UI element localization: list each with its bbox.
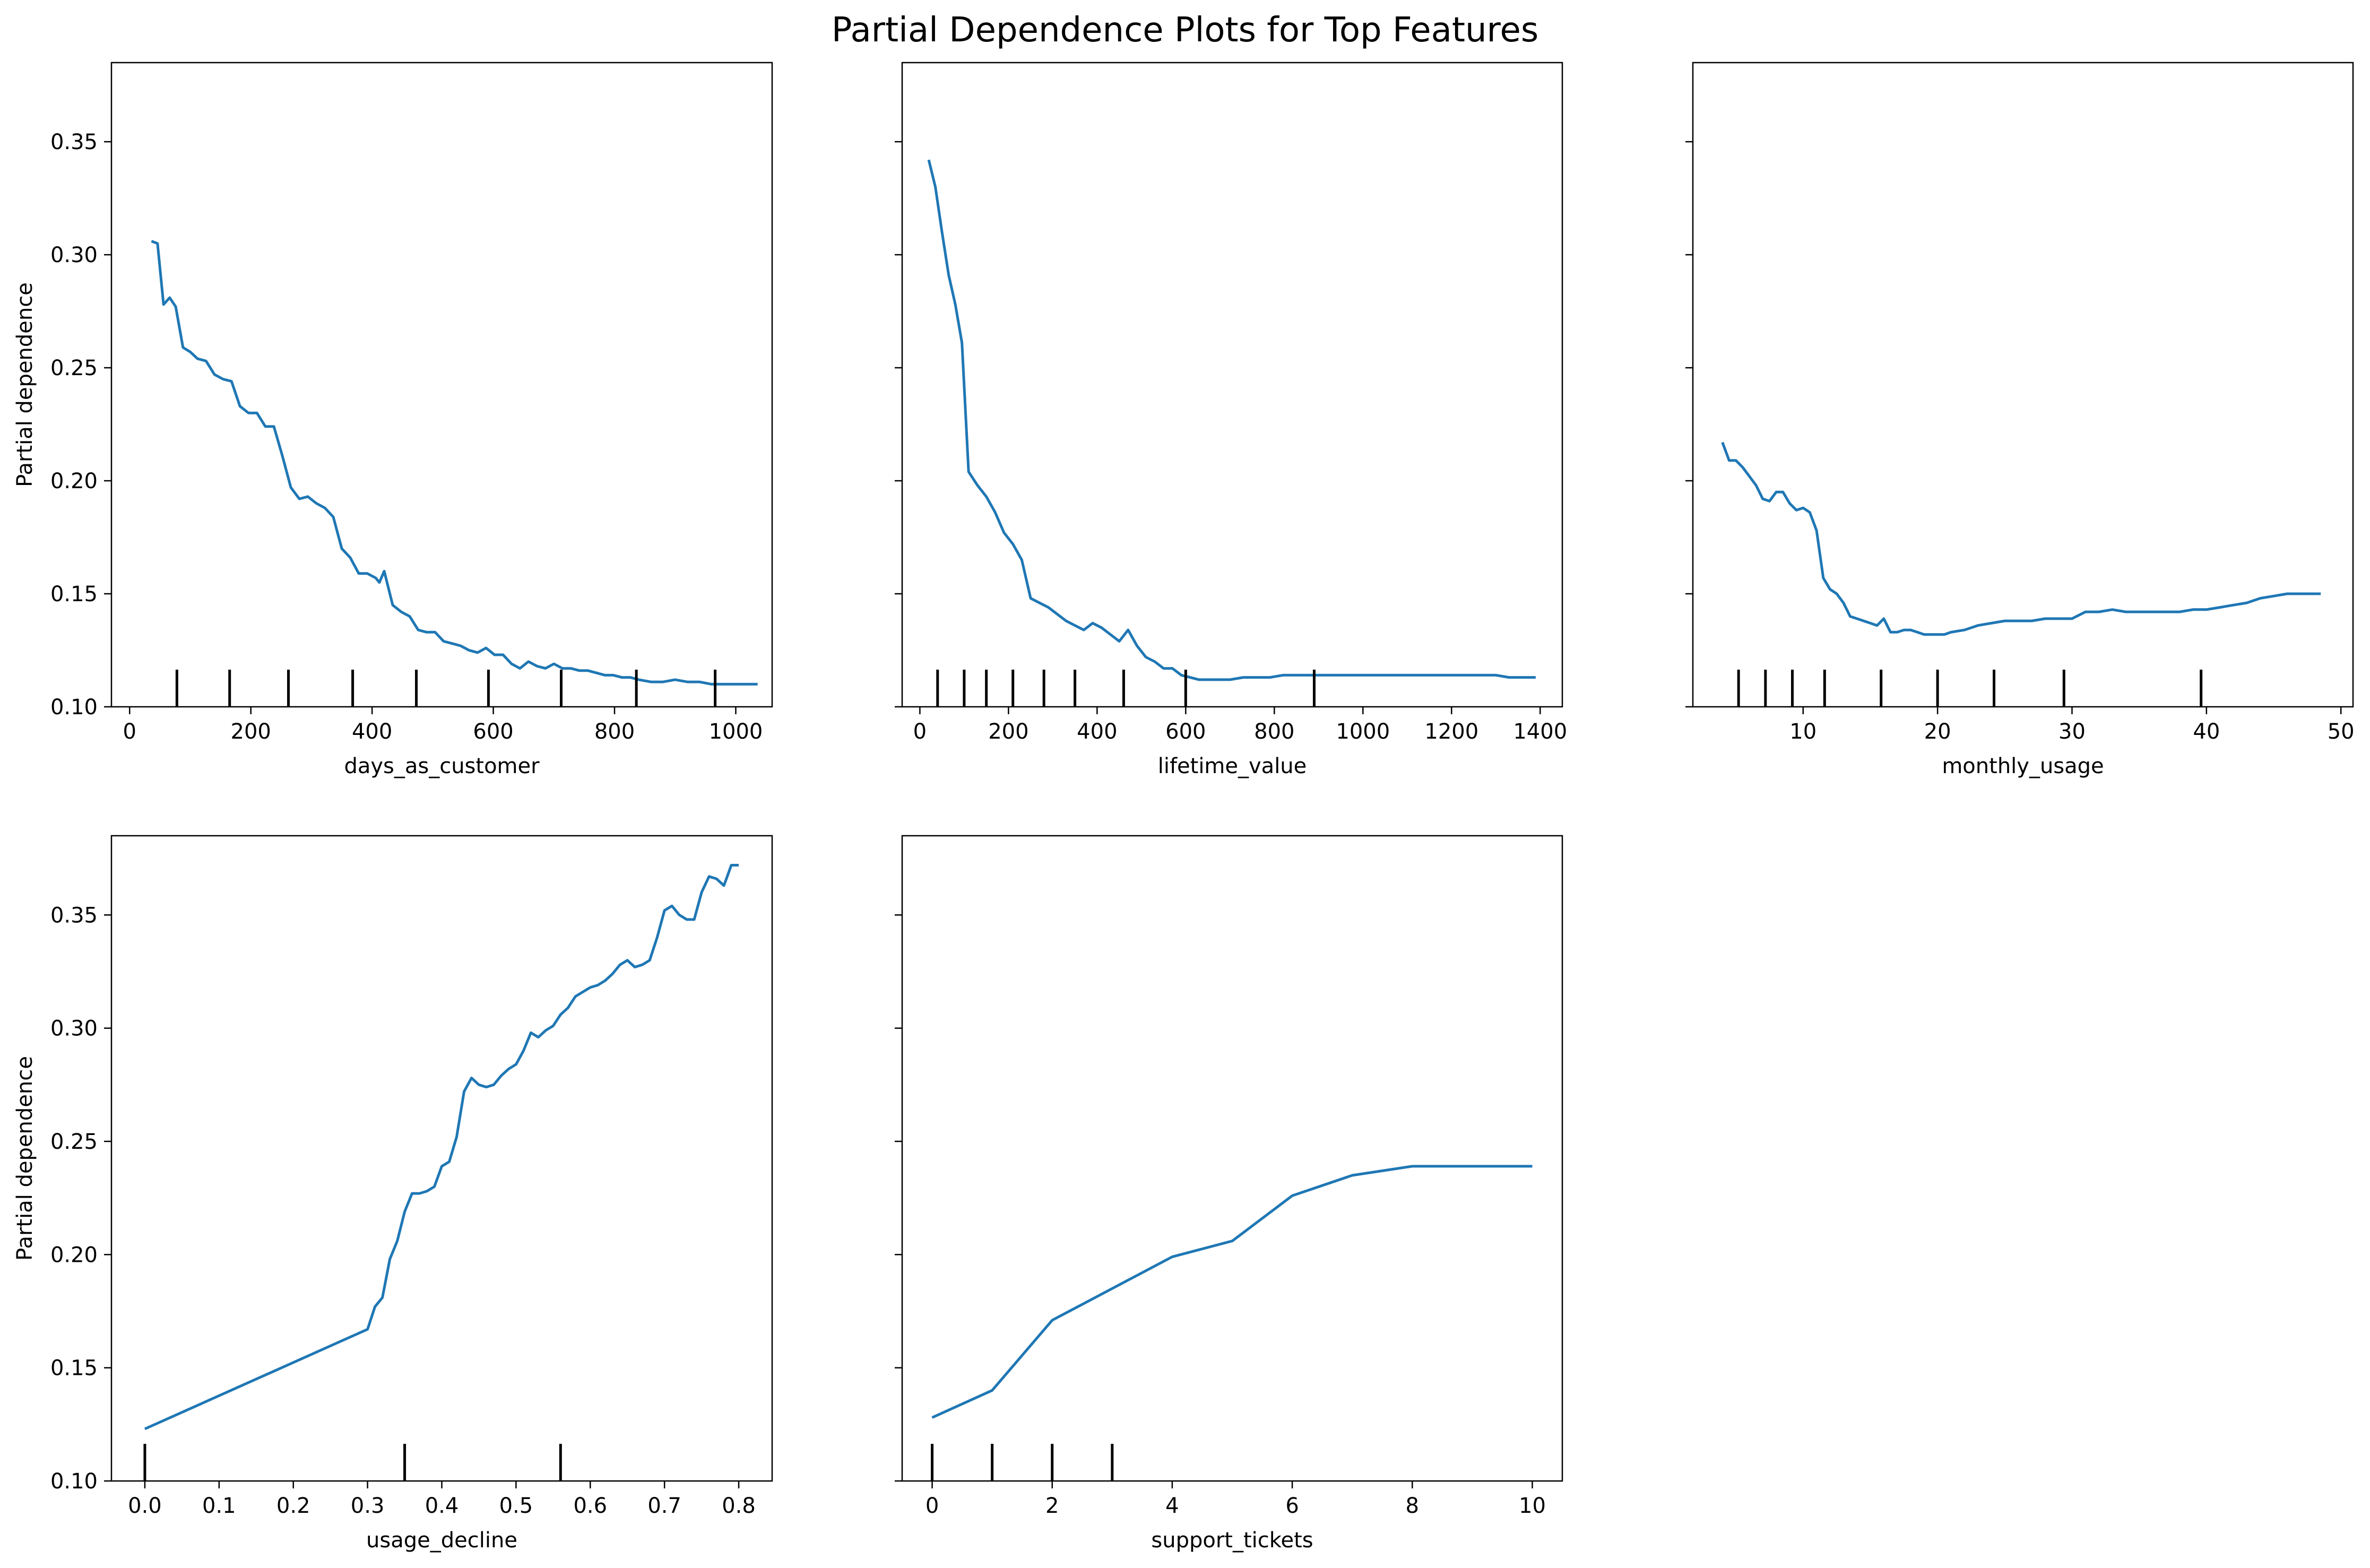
y-tick-label: 0.25 (50, 356, 98, 380)
x-tick-label: 0.0 (128, 1494, 162, 1518)
axes-frame (901, 62, 1563, 708)
x-axis-label: usage_decline (366, 1528, 517, 1553)
x-tick-label: 1400 (1513, 720, 1567, 744)
x-tick-label: 30 (2058, 720, 2086, 744)
y-axis-label: Partial dependence (13, 1056, 37, 1261)
y-tick-label: 0.10 (50, 695, 98, 720)
plot-panel-4: 0.0 0.1 0.2 0.3 0.4 0.5 0.6 0.7 0.8 0.10 0.15 0.20 0… (13, 835, 773, 1553)
x-tick-label: 4 (1165, 1494, 1179, 1518)
y-tick-label: 0.35 (50, 903, 98, 928)
x-tick-label: 0 (123, 720, 136, 744)
x-tick-label: 0.5 (499, 1494, 533, 1518)
x-tick-label: 0.8 (722, 1494, 756, 1518)
x-tick-label: 0 (913, 720, 927, 744)
axes-frame (901, 835, 1563, 1482)
x-tick-label: 0.2 (276, 1494, 310, 1518)
x-tick-label: 400 (352, 720, 392, 744)
x-axis-label: days_as_customer (344, 754, 540, 778)
x-axis-label: lifetime_value (1158, 754, 1307, 778)
x-tick-label: 0.4 (425, 1494, 459, 1518)
figure-title: Partial Dependence Plots for Top Feature… (832, 11, 1538, 50)
y-tick-label: 0.20 (50, 469, 98, 493)
axes-frame (110, 62, 773, 708)
plot-panel-1: 0 200 400 600 800 1000 0.10 0.15 0.20 0.25 0.30 0.3… (13, 62, 773, 778)
y-tick-label: 0.30 (50, 1017, 98, 1041)
y-tick-label: 0.20 (50, 1243, 98, 1267)
x-tick-label: 0.3 (351, 1494, 385, 1518)
x-axis-label: support_tickets (1151, 1528, 1313, 1553)
plot-panel-5: 0 2 4 6 8 10 support_tickets (895, 835, 1563, 1553)
x-tick-label: 1200 (1424, 720, 1478, 744)
y-tick-label: 0.35 (50, 130, 98, 154)
y-tick-label: 0.15 (50, 582, 98, 607)
x-tick-label: 600 (473, 720, 513, 744)
x-tick-label: 0.1 (202, 1494, 236, 1518)
x-tick-label: 10 (1789, 720, 1817, 744)
panels: 0 200 400 600 800 10000.100.150.200.250.300.3… (13, 62, 2355, 1553)
x-tick-label: 0.6 (573, 1494, 607, 1518)
x-tick-label: 600 (1165, 720, 1206, 744)
y-tick-label: 0.25 (50, 1130, 98, 1154)
pd-line (151, 240, 758, 686)
plot-panel-3: 10 20 30 40 50 monthly_usage (1685, 62, 2355, 778)
x-tick-label: 1000 (709, 720, 763, 744)
x-tick-label: 6 (1285, 1494, 1299, 1518)
x-tick-label: 200 (231, 720, 271, 744)
x-tick-label: 50 (2328, 720, 2355, 744)
x-tick-label: 8 (1406, 1494, 1419, 1518)
x-tick-label: 800 (594, 720, 635, 744)
pd-line (931, 1165, 1533, 1419)
y-tick-label: 0.30 (50, 243, 98, 267)
x-tick-label: 0 (925, 1494, 939, 1518)
x-tick-label: 40 (2193, 720, 2220, 744)
x-axis-label: monthly_usage (1942, 754, 2104, 778)
pd-line (927, 159, 1536, 681)
pd-line (144, 864, 739, 1431)
axes-frame (1692, 62, 2354, 708)
x-tick-label: 200 (988, 720, 1028, 744)
x-tick-label: 2 (1045, 1494, 1059, 1518)
x-tick-label: 1000 (1336, 720, 1390, 744)
plot-panel-2: 0 200 400 600 800 1000 1200 1400 lifetime_value (895, 62, 1567, 778)
y-tick-label: 0.10 (50, 1469, 98, 1494)
x-tick-label: 20 (1924, 720, 1951, 744)
x-tick-label: 10 (1519, 1494, 1546, 1518)
x-tick-label: 0.7 (647, 1494, 681, 1518)
x-tick-label: 400 (1077, 720, 1117, 744)
y-tick-label: 0.15 (50, 1356, 98, 1381)
x-tick-label: 800 (1254, 720, 1294, 744)
y-axis-label: Partial dependence (13, 282, 37, 487)
pd-line (1721, 441, 2321, 636)
